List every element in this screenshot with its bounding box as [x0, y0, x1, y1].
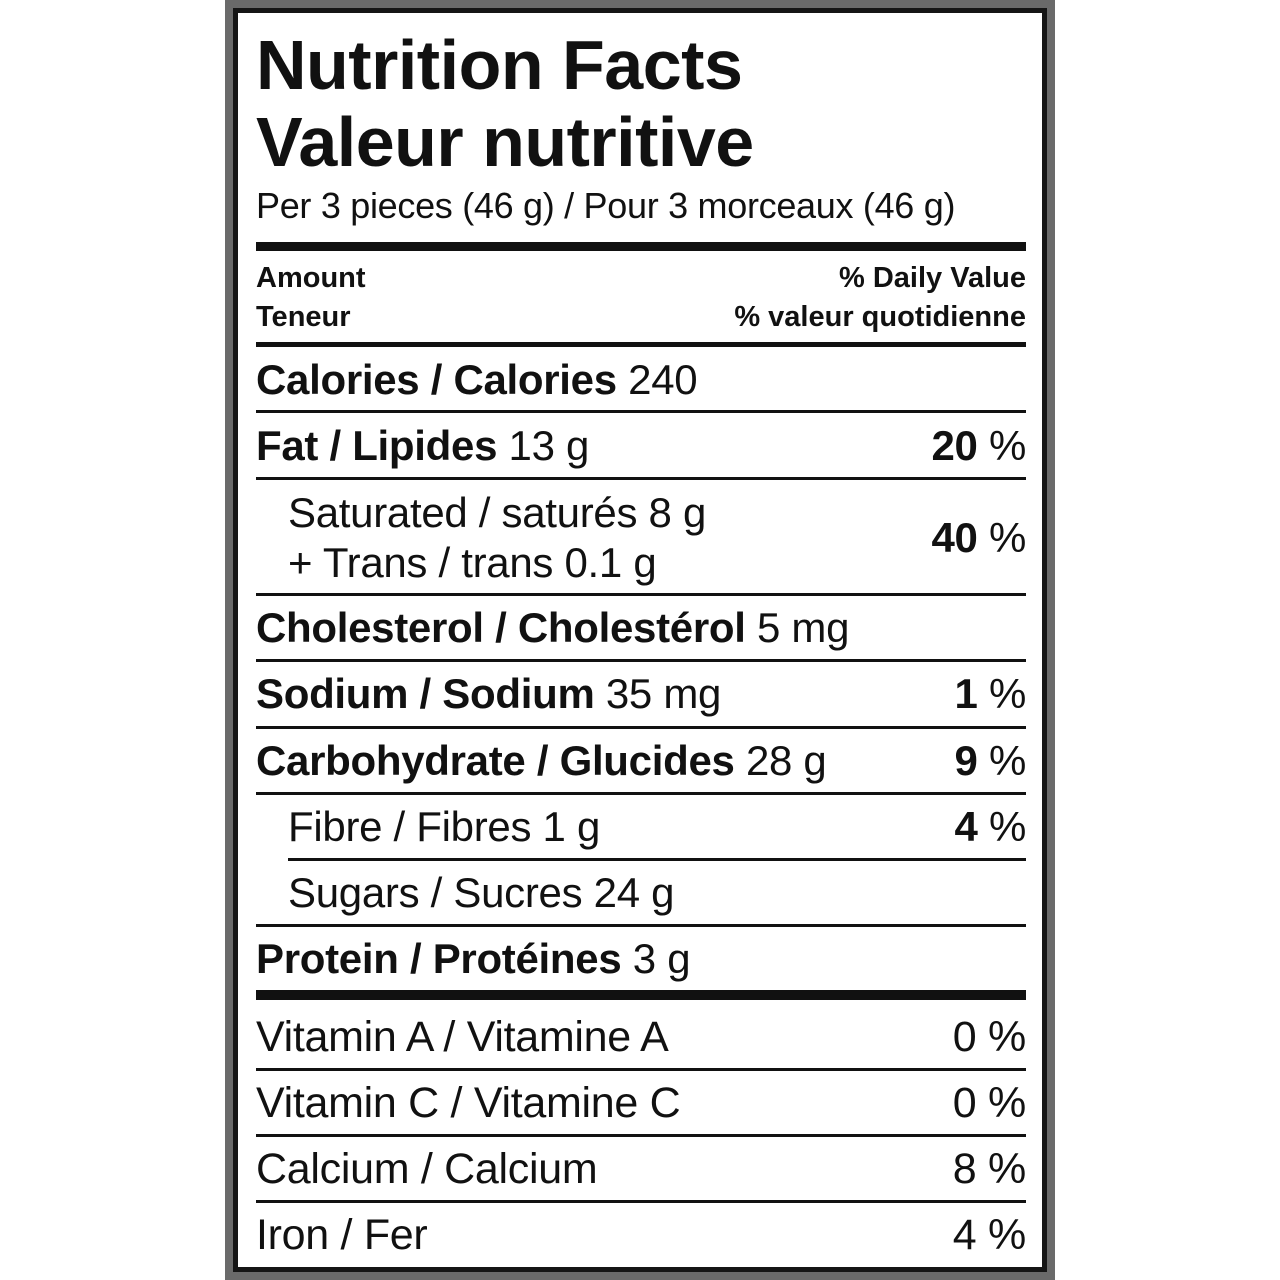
fibre-label: Fibre / Fibres 1 g	[288, 803, 601, 850]
divider	[256, 1200, 1026, 1203]
percent-sign: %	[988, 422, 1026, 469]
carbohydrate-row: Carbohydrate / Glucides 28 g 9 %	[256, 736, 1026, 786]
calcium-label: Calcium / Calcium	[256, 1145, 598, 1193]
divider	[256, 659, 1026, 662]
fibre-dv: 4	[954, 803, 978, 850]
valeur-quotidienne-label: % valeur quotidienne	[734, 301, 1026, 333]
thick-rule	[256, 990, 1026, 1000]
calcium-row: Calcium / Calcium 8 %	[256, 1144, 1026, 1194]
daily-value-label: % Daily Value	[839, 262, 1026, 294]
fat-label: Fat / Lipides	[256, 422, 498, 469]
protein-label: Protein / Protéines	[256, 935, 622, 982]
calories-row: Calories / Calories 240	[256, 355, 1026, 405]
cholesterol-label: Cholesterol / Cholestérol	[256, 604, 746, 651]
cholesterol-amount: 5 mg	[756, 604, 850, 651]
percent-sign: %	[988, 670, 1026, 717]
divider	[256, 792, 1026, 795]
thick-rule	[256, 242, 1026, 251]
sodium-amount: 35 mg	[605, 670, 722, 717]
saturated-label: Saturated / saturés 8 g	[288, 489, 707, 536]
carbohydrate-amount: 28 g	[745, 737, 827, 784]
divider	[256, 726, 1026, 729]
header-row-1: Amount % Daily Value	[256, 260, 1026, 296]
header-rule	[256, 342, 1026, 347]
vitamin-c-dv: 0 %	[952, 1079, 1027, 1127]
divider	[256, 477, 1026, 480]
carbohydrate-dv: 9	[954, 737, 978, 784]
vitamin-a-row: Vitamin A / Vitamine A 0 %	[256, 1012, 1026, 1062]
divider	[256, 924, 1026, 927]
sugars-row: Sugars / Sucres 24 g	[288, 868, 1026, 918]
percent-sign: %	[988, 803, 1026, 850]
calcium-dv: 8 %	[952, 1145, 1027, 1193]
sodium-label: Sodium / Sodium	[256, 670, 595, 717]
vitamin-c-row: Vitamin C / Vitamine C 0 %	[256, 1078, 1026, 1128]
divider	[256, 1134, 1026, 1137]
iron-label: Iron / Fer	[256, 1211, 428, 1259]
cholesterol-row: Cholesterol / Cholestérol 5 mg	[256, 603, 1026, 653]
vitamin-a-dv: 0 %	[952, 1013, 1027, 1061]
fat-row: Fat / Lipides 13 g 20 %	[256, 421, 1026, 471]
divider	[256, 593, 1026, 596]
protein-row: Protein / Protéines 3 g	[256, 934, 1026, 984]
calories-value: 240	[628, 356, 698, 403]
saturated-row: Saturated / saturés 8 g	[288, 488, 1026, 538]
iron-row: Iron / Fer 4 %	[256, 1210, 1026, 1260]
divider	[256, 1068, 1026, 1071]
teneur-label: Teneur	[256, 301, 351, 333]
saturated-dv: 40	[931, 514, 978, 561]
vitamin-c-label: Vitamin C / Vitamine C	[256, 1079, 681, 1127]
carbohydrate-label: Carbohydrate / Glucides	[256, 737, 735, 784]
fibre-row: Fibre / Fibres 1 g 4 %	[288, 802, 1026, 852]
sodium-dv: 1	[954, 670, 978, 717]
trans-row: + Trans / trans 0.1 g	[288, 538, 1026, 588]
trans-label: + Trans / trans 0.1 g	[288, 539, 657, 586]
fat-dv: 20	[931, 422, 978, 469]
percent-sign: %	[988, 737, 1026, 784]
header-row-2: Teneur % valeur quotidienne	[256, 299, 1026, 335]
amount-label: Amount	[256, 262, 366, 294]
calories-label: Calories / Calories	[256, 356, 617, 403]
iron-dv: 4 %	[952, 1211, 1027, 1259]
sodium-row: Sodium / Sodium 35 mg 1 %	[256, 669, 1026, 719]
protein-amount: 3 g	[632, 935, 691, 982]
divider	[256, 410, 1026, 413]
percent-sign: %	[988, 514, 1026, 561]
divider	[288, 858, 1026, 861]
fat-amount: 13 g	[508, 422, 590, 469]
title-french: Valeur nutritive	[256, 103, 754, 181]
serving-size: Per 3 pieces (46 g) / Pour 3 morceaux (4…	[256, 185, 956, 226]
vitamin-a-label: Vitamin A / Vitamine A	[256, 1013, 669, 1061]
sugars-label: Sugars / Sucres 24 g	[288, 869, 675, 916]
label-background	[238, 13, 1042, 1267]
saturated-trans-dv: 40 %	[288, 513, 1026, 563]
title-english: Nutrition Facts	[256, 26, 743, 104]
